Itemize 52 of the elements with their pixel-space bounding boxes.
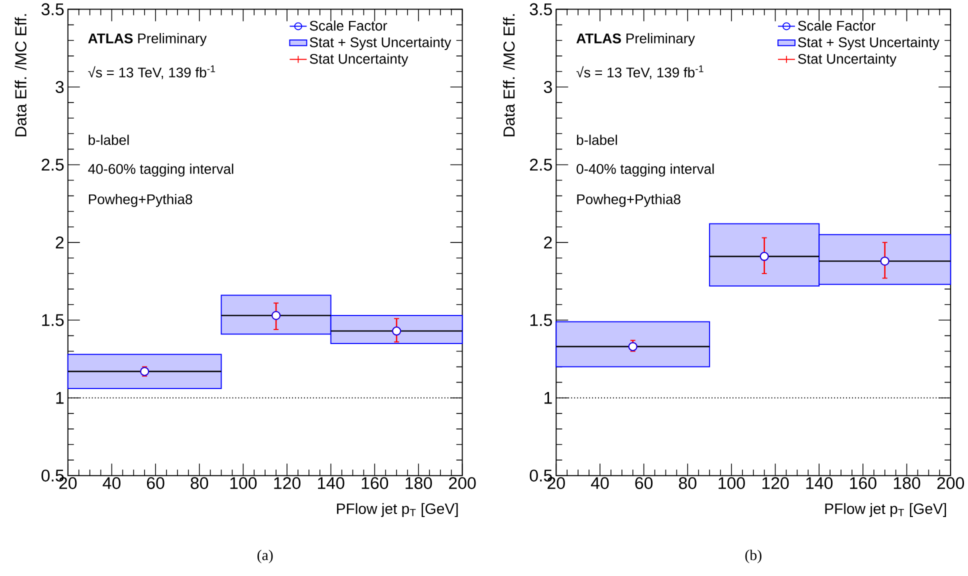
y-tick-label: 2: [544, 236, 552, 248]
y-tick-label: 1: [56, 392, 64, 404]
annotation: √s = 13 TeV, 139 fb$^{-1}$: [576, 65, 704, 79]
legend-label: Scale Factor: [310, 20, 388, 30]
y-tick-label: 3.5: [530, 3, 552, 16]
x-tick-label: 100: [718, 476, 745, 489]
annotation: b-label: [88, 134, 129, 145]
x-tick-label: 160: [850, 476, 876, 489]
annotation: 40-60% tagging interval: [88, 163, 234, 176]
annotation: ATLAS Preliminary: [576, 32, 695, 46]
text: (b): [745, 549, 762, 564]
legend-label: Stat + Syst Uncertainty: [310, 36, 452, 50]
y-tick-label: 1.5: [42, 314, 64, 326]
annotation: b-label: [576, 134, 617, 145]
y-tick-label: 1: [544, 392, 552, 404]
x-tick-label: 40: [590, 476, 609, 489]
y-tick-label: 3: [544, 80, 552, 93]
x-tick-label: 200: [449, 476, 476, 489]
annotation: 0-40% tagging interval: [576, 163, 714, 176]
y-tick-label: 2.5: [530, 158, 552, 170]
x-tick-label: 160: [362, 476, 388, 489]
x-tick-label: 40: [102, 476, 120, 489]
x-tick-label: 140: [318, 476, 344, 489]
annotation: √s = 13 TeV, 139 fb$^{-1}$: [88, 65, 216, 79]
x-tick-label: 180: [406, 476, 432, 489]
y-tick-label: 3: [56, 80, 64, 93]
annotation: ATLAS Preliminary: [88, 32, 207, 46]
x-tick-label: 120: [274, 476, 300, 489]
annotation: Powheg+Pythia8: [577, 194, 680, 207]
legend-label: Stat + Syst Uncertainty: [798, 36, 940, 50]
x-axis-title: PFlow jet p$_{T}$ [GeV]: [825, 502, 946, 517]
annotation: Powheg+Pythia8: [88, 194, 192, 207]
x-tick-label: 80: [190, 476, 208, 489]
y-axis-title: Data Eff. /MC Eff.: [14, 14, 26, 136]
y-tick-label: 3.5: [42, 3, 64, 16]
y-tick-label: 2: [56, 236, 64, 248]
y-axis-title: Data Eff. /MC Eff.: [503, 14, 515, 136]
x-tick-label: 100: [230, 476, 257, 489]
x-tick-label: 180: [894, 476, 920, 489]
legend-label: Stat Uncertainty: [798, 53, 896, 66]
x-tick-label: 200: [937, 476, 964, 489]
x-tick-label: 120: [762, 476, 789, 489]
x-tick-label: 80: [678, 476, 696, 489]
y-tick-label: 2.5: [42, 158, 64, 170]
text: (a): [257, 549, 273, 564]
legend-label: Stat Uncertainty: [310, 53, 408, 66]
x-axis-title: PFlow jet p$_{T}$ [GeV]: [337, 502, 458, 517]
x-tick-label: 60: [635, 476, 653, 489]
legend-label: Scale Factor: [798, 20, 876, 30]
x-tick-label: 140: [806, 476, 833, 489]
y-tick-label: 1.5: [530, 314, 552, 326]
x-tick-label: 60: [147, 476, 164, 489]
